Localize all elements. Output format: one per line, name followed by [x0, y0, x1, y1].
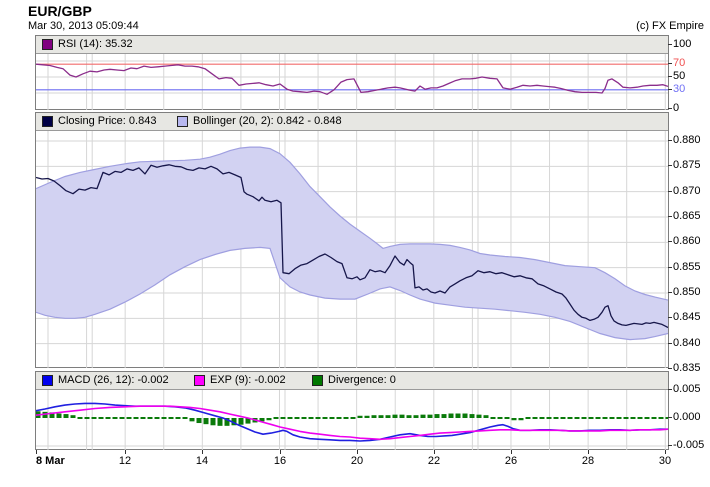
- x-axis-tick: [357, 450, 358, 454]
- legend-swatch-icon: [177, 115, 188, 127]
- y-axis-label-price-4: 0.860: [673, 235, 701, 248]
- page-title: EUR/GBP: [28, 3, 92, 19]
- y-axis-tick: [668, 291, 672, 293]
- y-axis-tick: [668, 139, 672, 141]
- y-axis-label-rsi-1: 70: [673, 57, 686, 70]
- y-axis-label-rsi-3: 30: [673, 82, 686, 95]
- legend-item-macd-0: MACD (26, 12): -0.002: [42, 372, 169, 388]
- y-axis-tick: [668, 317, 672, 319]
- price-plot-area: [36, 131, 668, 368]
- y-axis-label-price-6: 0.850: [673, 285, 701, 298]
- x-axis-tick: [202, 450, 203, 454]
- y-axis-label-rsi-0: 100: [673, 38, 692, 50]
- y-axis-tick: [668, 342, 672, 344]
- macd-legend: MACD (26, 12): -0.002 EXP (9): -0.002 Dive…: [36, 372, 668, 390]
- x-axis-label-2: 14: [195, 455, 209, 467]
- legend-item-price-1: Bollinger (20, 2): 0.842 - 0.848: [177, 113, 342, 129]
- y-axis-tick: [668, 241, 672, 243]
- legend-swatch-icon: [42, 38, 53, 50]
- price-legend: Closing Price: 0.843 Bollinger (20, 2): 0…: [36, 113, 668, 131]
- y-axis-label-price-1: 0.875: [673, 159, 701, 172]
- y-axis-tick: [668, 63, 672, 65]
- y-axis-label-rsi-2: 50: [673, 70, 686, 82]
- timestamp: Mar 30, 2013 05:09:44: [28, 20, 139, 32]
- legend-swatch-icon: [42, 115, 53, 127]
- x-axis-label-0: 8 Mar: [36, 455, 65, 467]
- y-axis-label-price-9: 0.835: [673, 362, 701, 374]
- y-axis-label-price-3: 0.865: [673, 209, 701, 222]
- legend-label: RSI (14): 35.32: [58, 38, 133, 50]
- y-axis-tick: [668, 266, 672, 268]
- legend-swatch-icon: [194, 374, 205, 386]
- x-axis-tick: [125, 450, 126, 454]
- x-axis-tick: [588, 450, 589, 454]
- x-axis-label-4: 20: [350, 455, 364, 467]
- y-axis-label-macd-2: -0.005: [673, 439, 705, 451]
- y-axis-tick: [668, 215, 672, 217]
- x-axis-label-6: 26: [504, 455, 518, 467]
- y-axis-label-price-0: 0.880: [673, 133, 701, 146]
- legend-label: EXP (9): -0.002: [210, 374, 286, 386]
- y-axis-tick: [668, 88, 672, 90]
- x-axis-label-5: 22: [427, 455, 441, 467]
- y-axis-label-price-7: 0.845: [673, 311, 701, 324]
- x-axis-tick: [36, 450, 37, 454]
- x-axis-label-8: 30: [658, 455, 672, 467]
- x-axis-label-3: 16: [273, 455, 287, 467]
- y-axis-label-price-8: 0.840: [673, 336, 701, 349]
- legend-label: Closing Price: 0.843: [58, 115, 157, 127]
- x-axis-label-1: 12: [118, 455, 132, 467]
- y-axis-tick: [668, 417, 672, 418]
- macd-plot-area: [36, 390, 668, 450]
- legend-label: Bollinger (20, 2): 0.842 - 0.848: [193, 115, 342, 127]
- y-axis-tick: [668, 44, 672, 45]
- y-axis-label-macd-0: 0.005: [673, 383, 701, 395]
- y-axis-label-rsi-4: 0: [673, 102, 680, 114]
- x-axis-tick: [511, 450, 512, 454]
- rsi-legend: RSI (14): 35.32: [36, 36, 668, 54]
- y-axis-tick: [668, 108, 672, 109]
- macd-panel: MACD (26, 12): -0.002 EXP (9): -0.002 Dive…: [35, 371, 669, 450]
- legend-item-price-0: Closing Price: 0.843: [42, 113, 156, 129]
- y-axis-tick: [668, 76, 672, 77]
- legend-item-macd-1: EXP (9): -0.002: [194, 372, 286, 388]
- y-axis-tick: [668, 190, 672, 192]
- y-axis-label-price-5: 0.855: [673, 260, 701, 273]
- y-axis-label-price-2: 0.870: [673, 184, 701, 197]
- x-axis-tick: [280, 450, 281, 454]
- y-axis-tick: [668, 445, 672, 446]
- y-axis-tick: [668, 368, 672, 369]
- legend-label: MACD (26, 12): -0.002: [58, 374, 169, 386]
- x-axis-tick: [434, 450, 435, 454]
- y-axis-tick: [668, 165, 672, 167]
- rsi-plot-area: [36, 54, 668, 110]
- y-axis-tick: [668, 389, 672, 390]
- legend-swatch-icon: [42, 374, 53, 386]
- x-axis-tick: [665, 450, 666, 454]
- legend-item-rsi-0: RSI (14): 35.32: [42, 36, 133, 52]
- x-axis-label-7: 28: [581, 455, 595, 467]
- legend-label: Divergence: 0: [328, 374, 396, 386]
- legend-swatch-icon: [312, 374, 323, 386]
- y-axis-label-macd-1: 0.000: [673, 411, 701, 423]
- copyright: (c) FX Empire: [636, 20, 704, 32]
- price-panel: Closing Price: 0.843 Bollinger (20, 2): 0…: [35, 112, 669, 368]
- rsi-panel: RSI (14): 35.32: [35, 35, 669, 110]
- legend-item-macd-2: Divergence: 0: [312, 372, 396, 388]
